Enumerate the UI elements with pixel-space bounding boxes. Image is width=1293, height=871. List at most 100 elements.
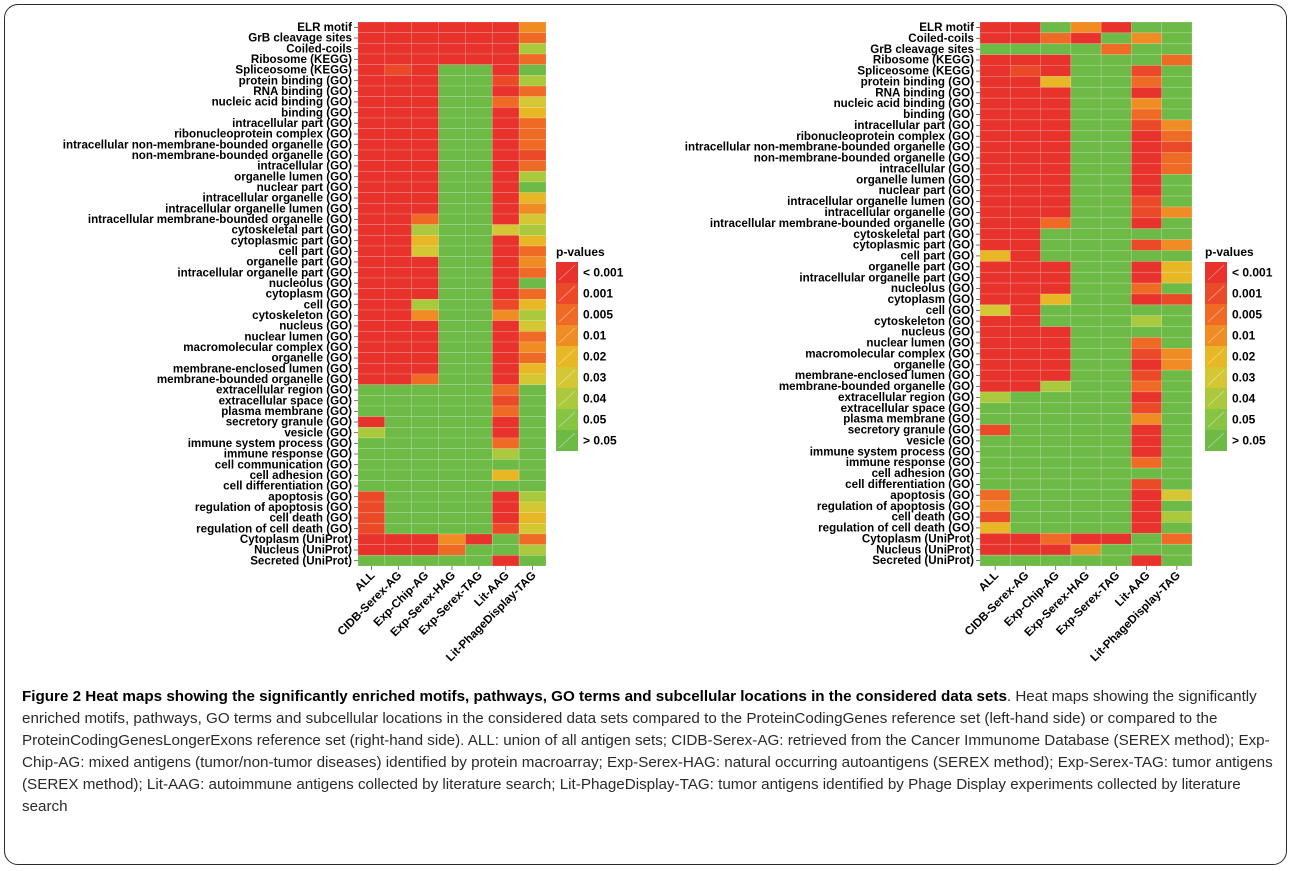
heatmap-cell <box>518 106 547 119</box>
heatmap-cell <box>518 117 547 130</box>
heatmap-cell <box>1009 554 1041 567</box>
heatmap-cell <box>357 234 386 247</box>
heatmap-cell <box>979 282 1011 295</box>
heatmap-cell <box>384 64 413 76</box>
heatmap-cell <box>1161 348 1193 360</box>
heatmap-cell <box>1131 271 1163 284</box>
heatmap-cell <box>979 304 1011 317</box>
heatmap-cell <box>411 469 439 482</box>
heatmap-cell <box>491 149 520 162</box>
heatmap-cell <box>438 202 466 215</box>
heatmap-cell <box>979 315 1011 327</box>
heatmap-cell <box>438 192 466 204</box>
heatmap-cell <box>1009 86 1041 99</box>
heatmap-cell <box>1161 533 1193 545</box>
row-label: macromolecular complex (GO) <box>805 347 974 360</box>
heatmap-cell <box>1040 228 1072 240</box>
heatmap-cell <box>411 74 439 87</box>
heatmap-cell <box>411 320 439 332</box>
heatmap-cell <box>357 437 386 450</box>
heatmap-cell <box>979 119 1011 132</box>
heatmap-cell <box>979 435 1011 447</box>
figure-caption: Figure 2 Heat maps showing the significa… <box>22 686 1278 818</box>
heatmap-cell <box>384 490 413 503</box>
heatmap-cell <box>1070 554 1102 567</box>
heatmap-cell <box>384 512 413 524</box>
heatmap-cell <box>1040 163 1072 175</box>
heatmap-cell <box>384 256 413 268</box>
heatmap-cell <box>1100 543 1132 556</box>
row-label: organelle part (GO) <box>868 260 974 273</box>
legend-swatch <box>1205 262 1227 283</box>
heatmap-cells <box>357 21 547 567</box>
row-label: Nucleus (UniProt) <box>254 544 352 557</box>
row-label: organelle lumen (GO) <box>234 170 352 183</box>
heatmap-cell <box>357 544 386 556</box>
heatmap-cell <box>1131 315 1163 327</box>
heatmap-cell <box>1070 239 1102 251</box>
heatmap-cell <box>1009 206 1041 219</box>
heatmap-cell <box>438 245 466 258</box>
heatmap-cell <box>491 32 520 44</box>
heatmap-cell <box>491 394 520 407</box>
row-label: cell part (GO) <box>279 245 353 258</box>
heatmap-cell <box>1009 391 1041 404</box>
heatmap-cell <box>1070 500 1102 512</box>
heatmap-cell <box>979 348 1011 360</box>
heatmap-cell <box>1100 424 1132 436</box>
heatmap-cell <box>411 554 439 567</box>
heatmap-cell <box>384 53 413 66</box>
heatmap-cell <box>465 309 493 322</box>
heatmap-cell <box>1070 21 1102 34</box>
row-label: organelle (GO) <box>893 358 974 371</box>
heatmap-cell <box>1161 54 1193 66</box>
heatmap-cell <box>1070 261 1102 273</box>
heatmap-cell <box>438 309 466 322</box>
heatmap-cell <box>979 554 1011 567</box>
row-label: nuclear part (GO) <box>879 184 974 197</box>
heatmap-cell <box>411 213 439 226</box>
heatmap-cell <box>491 266 520 279</box>
row-label: organelle (GO) <box>271 352 352 365</box>
heatmap-cell <box>1161 130 1193 143</box>
row-label: plasma membrane (GO) <box>843 413 974 426</box>
heatmap-cell <box>1070 195 1102 208</box>
heatmap-cell <box>1131 173 1163 186</box>
heatmap-cell <box>465 53 493 66</box>
heatmap-cell <box>1070 337 1102 349</box>
heatmap-cell <box>1040 337 1072 349</box>
heatmap-cell <box>411 234 439 247</box>
row-label: membrane-bounded organelle (GO) <box>779 380 974 393</box>
heatmap-cell <box>518 544 547 556</box>
heatmap-cell <box>1009 184 1041 197</box>
caption-heading: Figure 2 Heat maps showing the significa… <box>22 688 1007 705</box>
heatmap-cell <box>1100 173 1132 186</box>
row-label: intracellular organelle part (GO) <box>799 271 974 284</box>
heatmap-cell <box>1161 511 1193 523</box>
heatmap-cell <box>438 320 466 332</box>
heatmap-cell <box>491 128 520 140</box>
heatmap-cell <box>1131 424 1163 436</box>
heatmap-cell <box>1070 315 1102 327</box>
legend-swatch <box>556 367 578 388</box>
heatmap-cell <box>411 288 439 300</box>
heatmap-cell <box>357 426 386 439</box>
heatmap-cell <box>1131 32 1163 45</box>
heatmap-cell <box>1040 522 1072 534</box>
heatmap-cell <box>1009 65 1041 77</box>
row-label: GrB cleavage sites <box>870 43 974 56</box>
row-label: cell differentiation (GO) <box>845 478 974 491</box>
row-label: apoptosis (GO) <box>890 489 974 502</box>
heatmap-cell <box>491 117 520 130</box>
row-label: protein binding (GO) <box>239 74 352 87</box>
legend-swatch <box>556 262 578 283</box>
heatmap-cell <box>1131 445 1163 458</box>
heatmap-cell <box>491 160 520 172</box>
heatmap-cell <box>518 490 547 503</box>
heatmap-cell <box>411 448 439 460</box>
legend-swatch <box>1205 409 1227 430</box>
row-label: intracellular organelle lumen (GO) <box>165 202 352 215</box>
heatmap-cell <box>438 181 466 194</box>
